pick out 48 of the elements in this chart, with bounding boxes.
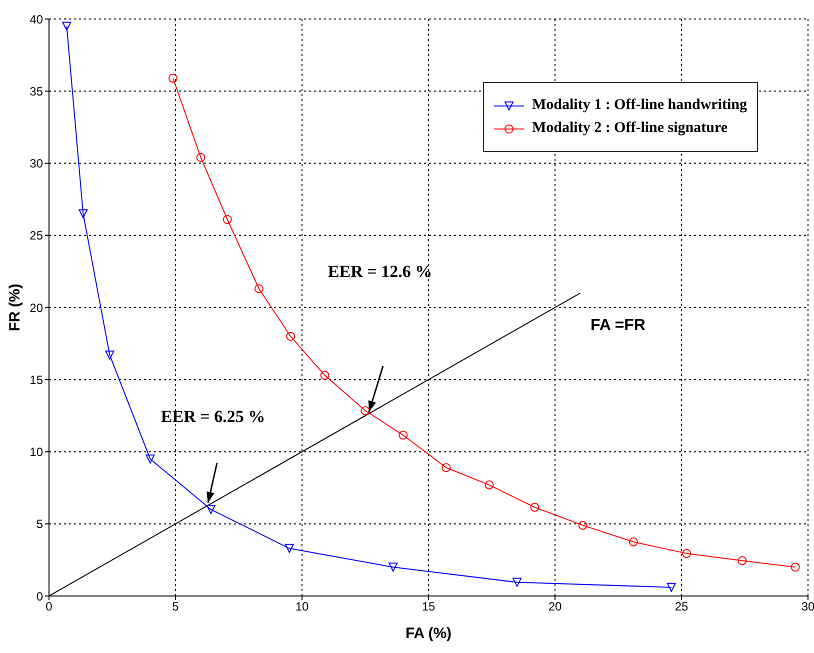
y-tick-label: 20 [30, 300, 44, 315]
x-tick-label: 0 [46, 600, 53, 614]
point [286, 332, 296, 341]
y-tick-label: 30 [30, 156, 44, 171]
point [388, 562, 398, 572]
y-tick-label: 10 [30, 445, 44, 460]
point [360, 406, 370, 416]
x-tick-label: 30 [801, 600, 814, 614]
annotation: FA =FR [590, 317, 646, 334]
point [628, 537, 638, 546]
point [442, 463, 451, 472]
point [484, 480, 494, 490]
y-axis-title: FR (%) [6, 284, 24, 332]
point [105, 350, 114, 360]
point [168, 74, 178, 83]
y-tick-label: 40 [30, 12, 44, 26]
point [284, 544, 294, 553]
point [666, 582, 676, 592]
annotation: EER = 6.25 % [160, 406, 266, 426]
point [790, 562, 800, 572]
x-tick-label: 25 [674, 600, 688, 614]
point [78, 209, 88, 218]
x-tick-label: 5 [172, 600, 180, 614]
point [146, 454, 155, 464]
point [206, 504, 216, 514]
legend-label: Modality 1 : Off-line handwriting [532, 97, 747, 114]
point [738, 556, 747, 566]
x-axis-title: FA (%) [405, 625, 452, 642]
x-tick-label: 10 [295, 600, 309, 614]
y-tick-label: 35 [30, 84, 44, 98]
legend-label: Modality 2 : Off-line signature [532, 120, 728, 137]
x-tick-label: 15 [422, 600, 436, 614]
point [196, 152, 206, 162]
y-tick-label: 5 [36, 517, 44, 532]
y-tick-label: 0 [36, 589, 44, 604]
point [254, 284, 264, 294]
point [62, 22, 72, 31]
point [320, 370, 330, 380]
y-tick-label: 25 [30, 228, 44, 243]
point [578, 520, 588, 530]
point [530, 502, 540, 512]
point [398, 430, 408, 440]
point [222, 215, 232, 224]
annotation: EER = 12.6 % [328, 262, 432, 281]
y-tick-label: 15 [30, 372, 44, 387]
point [512, 578, 522, 587]
point [682, 548, 692, 558]
x-tick-label: 20 [548, 600, 562, 614]
